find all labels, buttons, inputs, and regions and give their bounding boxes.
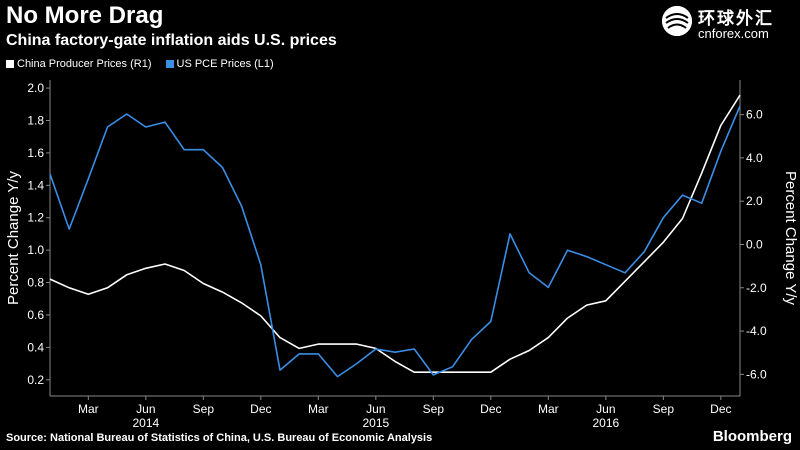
right-tick-label: 4.0	[746, 151, 763, 165]
right-tick-label: -4.0	[746, 324, 767, 338]
watermark-logo: 环球外汇 cnforex.com	[662, 4, 790, 44]
left-tick-label: 2.0	[27, 81, 44, 95]
left-tick-label: 1.8	[27, 114, 44, 128]
right-tick-label: 6.0	[746, 108, 763, 122]
x-tick-label: Dec	[710, 402, 731, 416]
legend-label-china: China Producer Prices (R1)	[17, 58, 152, 70]
right-tick-label: -2.0	[746, 281, 767, 295]
x-tick-label: Jun	[596, 402, 615, 416]
x-year-label: 2016	[592, 416, 619, 430]
x-tick-label: Mar	[78, 402, 99, 416]
legend-item-china: China Producer Prices (R1)	[6, 58, 152, 70]
x-tick-label: Sep	[653, 402, 675, 416]
left-tick-label: 0.2	[27, 373, 44, 387]
x-year-label: 2014	[132, 416, 159, 430]
legend-label-us: US PCE Prices (L1)	[176, 58, 274, 70]
x-tick-label: Dec	[480, 402, 501, 416]
x-tick-label: Jun	[136, 402, 155, 416]
legend-item-us: US PCE Prices (L1)	[165, 58, 274, 70]
series-line-us-pce-prices	[49, 105, 741, 378]
legend-swatch-us	[165, 60, 174, 68]
watermark-name: 环球外汇	[698, 9, 774, 28]
left-tick-label: 1.6	[27, 146, 44, 160]
y-axis-label-left: Percent Change Y/y	[5, 171, 22, 305]
source-note: Source: National Bureau of Statistics of…	[6, 432, 433, 444]
left-tick-label: 0.6	[27, 308, 44, 322]
left-tick-label: 1.2	[27, 211, 44, 225]
x-tick-label: Sep	[423, 402, 445, 416]
right-tick-label: 2.0	[746, 194, 763, 208]
x-year-label: 2015	[362, 416, 389, 430]
series-line-china-producer-prices	[49, 94, 741, 374]
watermark-url: cnforex.com	[698, 26, 769, 41]
globe-logo-icon	[662, 6, 692, 36]
left-tick-label: 1.0	[27, 243, 44, 257]
bloomberg-logo: Bloomberg	[712, 428, 792, 445]
chart-title: No More Drag	[6, 2, 164, 29]
x-tick-label: Mar	[538, 402, 559, 416]
x-tick-label: Dec	[250, 402, 271, 416]
x-tick-label: Mar	[308, 402, 329, 416]
chart-subtitle: China factory-gate inflation aids U.S. p…	[6, 32, 337, 49]
left-tick-label: 0.8	[27, 276, 44, 290]
legend-swatch-china	[6, 60, 14, 68]
right-tick-label: 0.0	[746, 237, 763, 251]
chart-legend: China Producer Prices (R1) US PCE Prices…	[6, 58, 274, 70]
right-tick-label: -6.0	[746, 367, 767, 381]
x-tick-label: Sep	[193, 402, 215, 416]
y-axis-label-right: Percent Change Y/y	[782, 171, 799, 305]
left-tick-label: 1.4	[27, 178, 44, 192]
x-tick-label: Jun	[366, 402, 385, 416]
left-tick-label: 0.4	[27, 340, 44, 354]
